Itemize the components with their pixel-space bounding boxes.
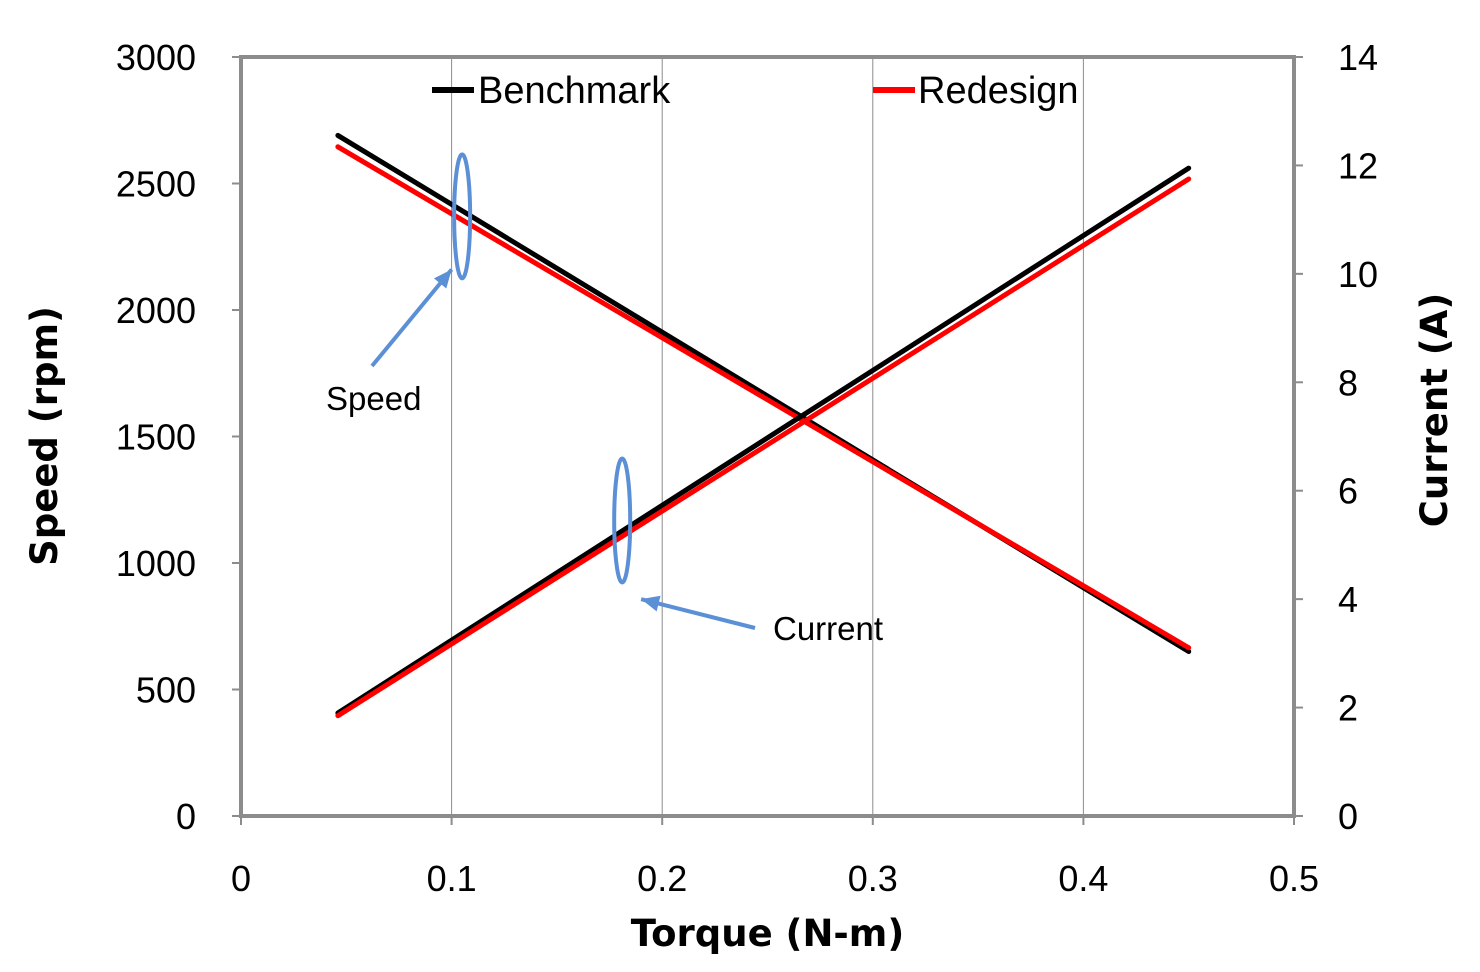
y-tick-label: 1000 [116, 543, 196, 584]
annotation-arrowhead-current [641, 595, 661, 612]
x-tick-label: 0 [231, 858, 251, 899]
y-tick-label: 3000 [116, 37, 196, 78]
y-tick-label: 2000 [116, 290, 196, 331]
annotation-arrow-current [640, 597, 756, 630]
legend-label-benchmark: Benchmark [478, 70, 671, 112]
annotation-arrow-speed [370, 268, 454, 368]
legend: Benchmark Redesign [432, 70, 1079, 112]
y-tick-label: 1500 [116, 417, 196, 458]
series-line-redesign-speed [335, 144, 1192, 651]
y2-tick-label: 6 [1338, 471, 1358, 512]
annotation-ellipse-speed [452, 152, 473, 281]
y2-axis-title: Current (A) [1413, 293, 1456, 527]
x-tick-label: 0.2 [637, 858, 687, 899]
y-tick-label: 500 [136, 670, 196, 711]
y2-tick-label: 4 [1338, 579, 1358, 620]
series-line-benchmark-current [335, 165, 1192, 716]
y-tick-label: 0 [176, 796, 196, 837]
x-tick-label: 0.5 [1269, 858, 1319, 899]
y-axis-title: Speed (rpm) [23, 306, 66, 566]
annotation-arrowhead-speed [433, 269, 452, 289]
series-line-redesign-current [335, 176, 1192, 719]
annotation-ellipse-current [612, 456, 633, 585]
x-tick-label: 0.3 [848, 858, 898, 899]
x-tick-label: 0.1 [427, 858, 477, 899]
y2-tick-label: 0 [1338, 796, 1358, 837]
annotation-label-speed: Speed [326, 380, 421, 417]
y2-tick-label: 12 [1338, 145, 1378, 186]
ticks-layer: 0 0.1 0.2 0.3 0.4 0.5 0 500 1000 1500 2000 2500 3000… [116, 37, 1378, 899]
annotation-layer: Speed Current [326, 152, 883, 647]
series-layer [335, 132, 1192, 719]
x-tick-label: 0.4 [1058, 858, 1108, 899]
y2-tick-label: 14 [1338, 37, 1378, 78]
annotation-label-current: Current [773, 610, 883, 647]
y-tick-label: 2500 [116, 164, 196, 205]
x-axis-title: Torque (N-m) [631, 912, 905, 955]
legend-label-redesign: Redesign [918, 70, 1079, 112]
grid-layer [451, 57, 1084, 816]
y2-tick-label: 2 [1338, 688, 1358, 729]
y2-tick-label: 8 [1338, 362, 1358, 403]
y2-tick-label: 10 [1338, 254, 1378, 295]
